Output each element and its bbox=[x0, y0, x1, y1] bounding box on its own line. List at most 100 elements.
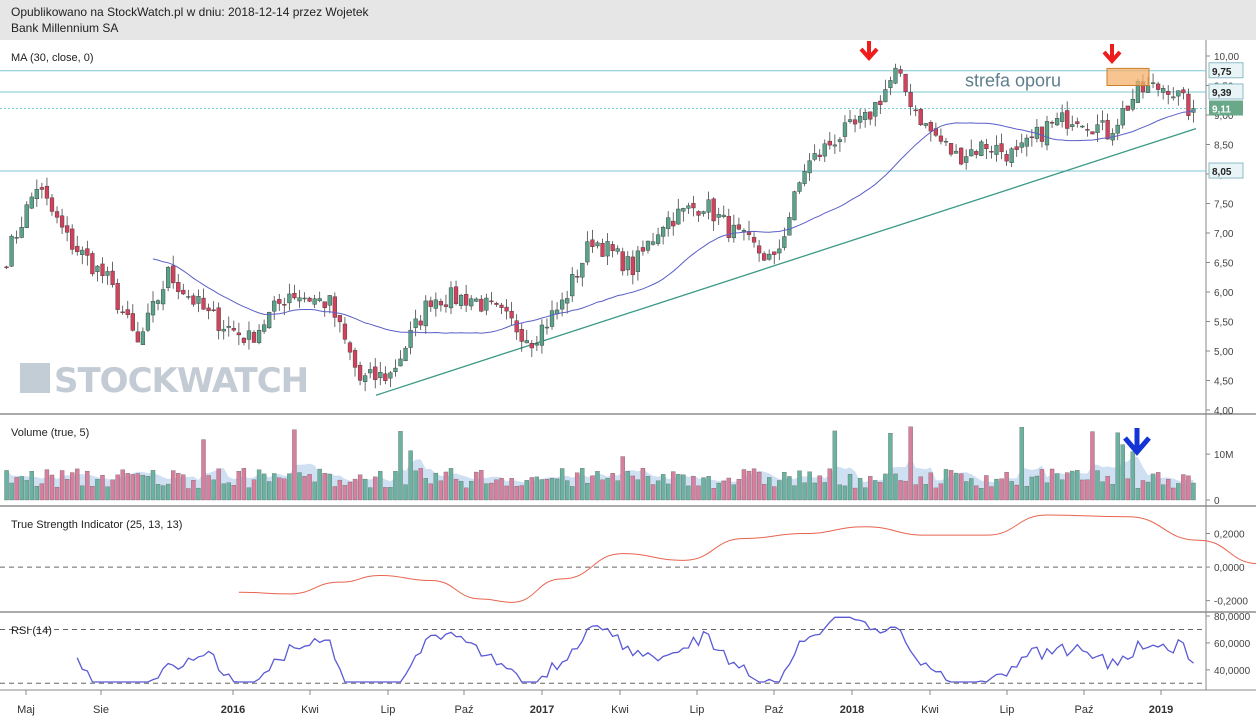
candle bbox=[433, 299, 438, 309]
candle bbox=[969, 149, 974, 157]
rsi-tick-label: 80,0000 bbox=[1214, 612, 1251, 623]
volume-bar bbox=[423, 478, 428, 501]
volume-bar bbox=[226, 482, 231, 501]
volume-bar bbox=[362, 478, 368, 501]
candle bbox=[65, 225, 70, 233]
candle bbox=[155, 300, 161, 304]
volume-bar bbox=[266, 481, 272, 501]
volume-bar bbox=[64, 479, 70, 501]
candle bbox=[696, 211, 701, 216]
candle bbox=[736, 224, 742, 230]
volume-bar bbox=[211, 479, 216, 501]
candle bbox=[171, 265, 176, 284]
volume-bar bbox=[1191, 482, 1196, 501]
candle bbox=[100, 263, 105, 276]
volume-bar bbox=[559, 468, 565, 501]
volume-bar bbox=[191, 480, 196, 501]
volume-bar bbox=[1176, 483, 1181, 501]
volume-bar bbox=[620, 456, 625, 501]
blue-arrow-head bbox=[1123, 436, 1151, 456]
candle bbox=[585, 241, 590, 263]
candle bbox=[908, 92, 913, 107]
candle bbox=[363, 375, 368, 383]
candle bbox=[661, 227, 666, 237]
volume-bar bbox=[322, 473, 327, 501]
candle bbox=[989, 151, 994, 153]
candle bbox=[458, 294, 464, 306]
candle bbox=[756, 245, 762, 254]
volume-bar bbox=[272, 473, 277, 501]
candle bbox=[857, 115, 863, 123]
candle bbox=[741, 229, 747, 232]
volume-bar bbox=[1065, 472, 1070, 501]
volume-bar bbox=[676, 473, 681, 501]
candle bbox=[691, 203, 696, 209]
candle bbox=[14, 237, 19, 239]
volume-bar bbox=[44, 469, 50, 501]
volume-bar bbox=[327, 473, 332, 501]
price-tick-label: 4,00 bbox=[1214, 406, 1234, 417]
candle bbox=[216, 307, 221, 331]
red-arrow-peak-late-2018-head bbox=[1102, 50, 1122, 65]
volume-bar bbox=[171, 470, 176, 501]
candle bbox=[150, 301, 156, 316]
stock-chart[interactable]: 4,004,505,005,506,006,507,007,508,008,50… bbox=[0, 40, 1256, 717]
volume-bar bbox=[898, 480, 903, 501]
volume-bar bbox=[100, 474, 105, 501]
volume-bar bbox=[418, 468, 423, 501]
candle bbox=[292, 293, 297, 299]
volume-bar bbox=[802, 482, 807, 501]
volume-bar bbox=[974, 485, 979, 501]
volume-bar bbox=[39, 483, 45, 501]
volume-bar bbox=[913, 484, 918, 501]
candle bbox=[1014, 146, 1019, 150]
volume-bar bbox=[231, 485, 236, 501]
level-badge-9,11 bbox=[1209, 100, 1243, 116]
candle bbox=[120, 311, 125, 314]
candle bbox=[403, 347, 408, 362]
candle bbox=[1090, 131, 1095, 135]
volume-bar bbox=[953, 472, 959, 501]
volume-bar bbox=[433, 473, 439, 501]
level-label-8,05: 8,05 bbox=[1212, 167, 1232, 178]
candle bbox=[368, 369, 373, 374]
volume-bar bbox=[1049, 468, 1055, 501]
candle bbox=[428, 300, 433, 307]
candle bbox=[251, 332, 257, 343]
candle bbox=[534, 343, 539, 346]
trend-line bbox=[375, 127, 1197, 396]
volume-bar bbox=[842, 485, 848, 501]
candle bbox=[974, 151, 979, 155]
candle bbox=[645, 240, 651, 251]
volume-bar bbox=[458, 481, 464, 501]
volume-bar bbox=[160, 485, 166, 501]
volume-bar bbox=[1070, 470, 1075, 501]
candle bbox=[282, 304, 287, 306]
candle bbox=[580, 262, 585, 278]
volume-bar bbox=[958, 473, 964, 501]
volume-bar bbox=[186, 488, 191, 501]
x-tick-label: Paź bbox=[1075, 704, 1094, 716]
volume-bar bbox=[368, 487, 373, 501]
chart-header: Opublikowano na StockWatch.pl w dniu: 20… bbox=[0, 0, 1256, 40]
volume-bar bbox=[383, 487, 388, 501]
candle bbox=[327, 295, 332, 306]
candle bbox=[256, 329, 262, 343]
volume-bar bbox=[292, 429, 297, 501]
volume-bar bbox=[933, 487, 939, 501]
candle bbox=[686, 205, 691, 209]
candle bbox=[716, 214, 721, 218]
volume-bar bbox=[529, 477, 534, 501]
candle bbox=[413, 318, 418, 328]
candle bbox=[1125, 105, 1130, 111]
candle bbox=[1171, 96, 1176, 99]
volume-bar bbox=[155, 484, 161, 501]
candle bbox=[140, 331, 146, 345]
candle bbox=[1166, 90, 1171, 95]
volume-bar bbox=[398, 431, 403, 501]
volume-bar bbox=[873, 480, 878, 501]
x-tick-label: Kwi bbox=[921, 704, 939, 716]
candle bbox=[1150, 82, 1156, 84]
volume-bar bbox=[90, 486, 95, 501]
candle bbox=[347, 342, 353, 353]
